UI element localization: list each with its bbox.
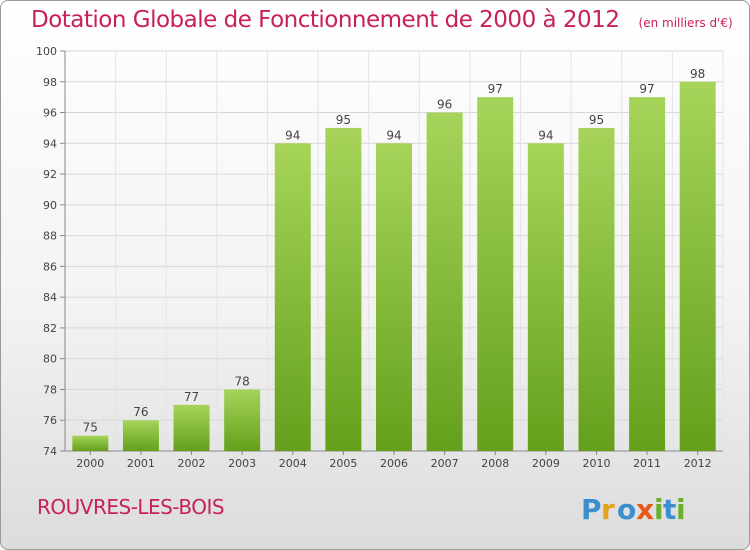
bar-value-label: 76 (133, 405, 148, 419)
y-tick-label: 76 (43, 414, 57, 427)
x-tick-label: 2001 (127, 457, 155, 470)
svg-text:x: x (636, 493, 654, 526)
bar-2009 (527, 143, 564, 452)
x-tick-label: 2007 (431, 457, 459, 470)
bar-value-label: 97 (639, 82, 654, 96)
bar-2003 (224, 389, 261, 451)
y-tick-label: 80 (43, 353, 57, 366)
x-tick-label: 2000 (76, 457, 104, 470)
svg-text:P: P (581, 493, 602, 526)
commune-name: ROUVRES-LES-BOIS (37, 495, 225, 519)
y-tick-label: 88 (43, 230, 57, 243)
bar-2005 (325, 127, 362, 451)
bar-2007 (426, 112, 463, 452)
bar-value-label: 96 (437, 98, 452, 112)
x-tick-label: 2012 (684, 457, 712, 470)
y-tick-label: 92 (43, 168, 57, 181)
svg-text:i: i (654, 493, 664, 526)
bar-2012 (679, 81, 716, 452)
bar-value-label: 97 (488, 82, 503, 96)
bar-value-label: 94 (538, 128, 553, 142)
bar-value-label: 75 (83, 421, 98, 435)
x-tick-label: 2004 (279, 457, 307, 470)
y-tick-label: 78 (43, 383, 57, 396)
bar-2004 (274, 143, 311, 452)
x-tick-label: 2008 (481, 457, 509, 470)
bar-value-label: 95 (336, 113, 351, 127)
labels: 75 2000 76 2001 77 2002 78 2003 94 2004 95 2005 94 20… (76, 67, 711, 470)
bars (72, 81, 716, 452)
y-tick-label: 86 (43, 260, 57, 273)
y-tick-label: 94 (43, 137, 57, 150)
x-tick-label: 2009 (532, 457, 560, 470)
bar-value-label: 94 (386, 128, 401, 142)
title-row: Dotation Globale de Fonctionnement de 20… (31, 7, 733, 33)
proxiti-logo: P r o x i t i (581, 491, 701, 531)
y-tick-label: 96 (43, 107, 57, 120)
y-tick-label: 84 (43, 291, 57, 304)
x-tick-label: 2011 (633, 457, 661, 470)
chart-title: Dotation Globale de Fonctionnement de 20… (31, 7, 620, 33)
bar-value-label: 78 (235, 374, 250, 388)
y-tick-label: 90 (43, 199, 57, 212)
svg-text:o: o (617, 493, 636, 526)
y-tick-label: 100 (36, 45, 57, 58)
bar-value-label: 94 (285, 128, 300, 142)
y-tick-label: 82 (43, 322, 57, 335)
y-tick-label: 98 (43, 76, 57, 89)
bar-2008 (477, 97, 514, 452)
bar-2011 (629, 97, 666, 452)
x-tick-label: 2003 (228, 457, 256, 470)
bar-2006 (376, 143, 412, 452)
bar-2010 (578, 127, 615, 451)
svg-text:t: t (663, 493, 676, 526)
bar-value-label: 98 (690, 67, 705, 81)
chart-subtitle: (en milliers d'€) (638, 16, 733, 30)
x-tick-label: 2010 (582, 457, 610, 470)
y-tick-label: 74 (43, 445, 57, 458)
bar-value-label: 77 (184, 390, 199, 404)
svg-text:r: r (601, 493, 615, 526)
x-tick-label: 2002 (178, 457, 206, 470)
bar-2001 (122, 420, 159, 451)
bar-2002 (173, 404, 210, 451)
x-tick-label: 2005 (329, 457, 357, 470)
bar-2000 (72, 435, 109, 451)
bar-chart: 74 76 78 80 82 84 86 88 90 92 94 96 98 100 75 2000 76 20… (36, 45, 724, 470)
svg-text:i: i (676, 493, 686, 526)
bar-value-label: 95 (589, 113, 604, 127)
x-tick-label: 2006 (380, 457, 408, 470)
